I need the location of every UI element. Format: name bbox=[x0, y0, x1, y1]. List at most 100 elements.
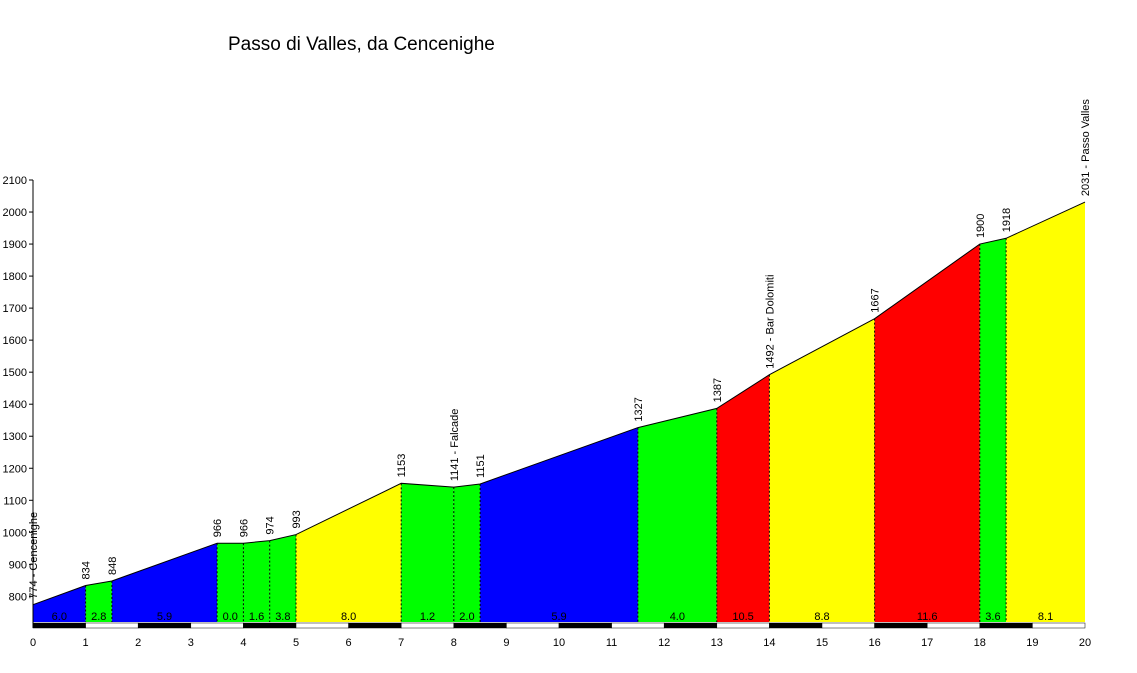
y-tick-label: 2000 bbox=[3, 207, 27, 219]
profile-segment bbox=[269, 534, 296, 622]
gradient-segments bbox=[33, 202, 1085, 622]
y-tick-label: 1600 bbox=[3, 335, 27, 347]
scale-block bbox=[348, 622, 402, 629]
x-tick-label: 1 bbox=[83, 637, 89, 649]
y-tick-label: 1800 bbox=[3, 271, 27, 283]
y-tick-label: 1100 bbox=[3, 495, 27, 507]
x-tick-label: 8 bbox=[451, 637, 457, 649]
gradient-label: 2.0 bbox=[459, 611, 474, 623]
y-tick-label: 1400 bbox=[3, 399, 27, 411]
point-label: 974 bbox=[265, 516, 277, 534]
point-label: 834 bbox=[81, 561, 93, 579]
scale-block bbox=[558, 622, 612, 629]
profile-segment bbox=[979, 238, 1007, 622]
profile-segment bbox=[217, 543, 244, 622]
profile-segment bbox=[1006, 202, 1085, 622]
scale-block bbox=[295, 622, 349, 629]
scale-block bbox=[821, 622, 875, 629]
gradient-label: 5.9 bbox=[157, 611, 172, 623]
gradient-label: 3.6 bbox=[985, 611, 1000, 623]
scale-block bbox=[1032, 622, 1086, 629]
profile-segment bbox=[33, 585, 86, 622]
scale-block bbox=[926, 622, 981, 629]
point-label: 1387 bbox=[712, 378, 724, 402]
gradient-label: 6.0 bbox=[52, 611, 67, 623]
scale-block bbox=[400, 622, 455, 629]
scale-block bbox=[663, 622, 718, 629]
point-label: 848 bbox=[107, 557, 119, 575]
x-tick-label: 4 bbox=[240, 637, 246, 649]
gradient-label: 8.1 bbox=[1038, 611, 1053, 623]
x-tick-label: 2 bbox=[135, 637, 141, 649]
y-tick-label: 1900 bbox=[3, 239, 27, 251]
profile-segment bbox=[243, 540, 270, 622]
y-tick-label: 1300 bbox=[3, 431, 27, 443]
profile-segment bbox=[85, 581, 112, 622]
x-tick-label: 17 bbox=[921, 637, 933, 649]
x-tick-label: 12 bbox=[658, 637, 670, 649]
x-tick-label: 3 bbox=[188, 637, 194, 649]
profile-segment bbox=[769, 318, 875, 622]
gradient-label: 1.2 bbox=[420, 611, 435, 623]
scale-block bbox=[190, 622, 244, 629]
scale-block bbox=[979, 622, 1033, 629]
profile-segment bbox=[716, 374, 770, 622]
point-label: 1151 bbox=[475, 454, 487, 478]
scale-block bbox=[769, 622, 823, 629]
x-tick-label: 10 bbox=[553, 637, 565, 649]
x-tick-label: 20 bbox=[1079, 637, 1091, 649]
scale-block bbox=[243, 622, 297, 629]
point-label: 993 bbox=[291, 510, 303, 528]
x-tick-label: 16 bbox=[868, 637, 880, 649]
point-label: 1327 bbox=[633, 397, 645, 421]
scale-block bbox=[716, 622, 770, 629]
y-tick-label: 1000 bbox=[3, 527, 27, 539]
profile-segment bbox=[874, 244, 980, 622]
axes: 8009001000110012001300140015001600170018… bbox=[3, 175, 1092, 649]
distance-scale-bar bbox=[32, 622, 1086, 629]
scale-block bbox=[137, 622, 192, 629]
profile-segment bbox=[453, 483, 481, 622]
y-tick-label: 900 bbox=[9, 559, 27, 571]
point-labels: 774 - Cencenighe 834 848 966 966 974 993 1153 11… bbox=[28, 99, 1092, 599]
x-tick-label: 0 bbox=[30, 637, 36, 649]
profile-segment bbox=[296, 483, 402, 622]
point-label: 2031 - Passo Valles bbox=[1080, 99, 1092, 197]
scale-block bbox=[611, 622, 665, 629]
gradient-label: 11.6 bbox=[917, 611, 938, 623]
point-label: 1667 bbox=[870, 288, 882, 312]
chart-title: Passo di Valles, da Cencenighe bbox=[228, 34, 495, 55]
gradient-label: 5.9 bbox=[551, 611, 566, 623]
x-tick-label: 14 bbox=[763, 637, 775, 649]
y-tick-label: 800 bbox=[9, 591, 27, 603]
point-label: 966 bbox=[212, 519, 224, 537]
scale-block bbox=[32, 622, 86, 629]
scale-block bbox=[85, 622, 139, 629]
x-tick-label: 15 bbox=[816, 637, 828, 649]
x-tick-label: 5 bbox=[293, 637, 299, 649]
x-tick-label: 18 bbox=[974, 637, 986, 649]
gradient-label: 3.8 bbox=[275, 611, 290, 623]
profile-segment bbox=[637, 408, 717, 622]
x-tick-label: 9 bbox=[503, 637, 509, 649]
scale-block bbox=[874, 622, 928, 629]
x-tick-label: 11 bbox=[606, 637, 617, 649]
point-label: 1900 bbox=[975, 214, 987, 238]
segment-dividers bbox=[85, 238, 1007, 622]
scale-block bbox=[453, 622, 507, 629]
gradient-label: 8.8 bbox=[814, 611, 829, 623]
point-label: 1918 bbox=[1001, 208, 1013, 232]
point-label: 1153 bbox=[396, 454, 408, 478]
gradient-label: 2.8 bbox=[91, 611, 106, 623]
y-tick-label: 1200 bbox=[3, 463, 27, 475]
x-tick-label: 19 bbox=[1026, 637, 1038, 649]
x-tick-label: 6 bbox=[346, 637, 352, 649]
point-label: 966 bbox=[238, 519, 250, 537]
point-label: 1141 - Falcade bbox=[449, 409, 461, 482]
y-tick-label: 2100 bbox=[3, 175, 27, 187]
gradient-label: 4.0 bbox=[670, 611, 685, 623]
profile-segment bbox=[401, 483, 454, 622]
profile-segment bbox=[111, 543, 218, 622]
gradient-label: 10.5 bbox=[732, 611, 753, 623]
